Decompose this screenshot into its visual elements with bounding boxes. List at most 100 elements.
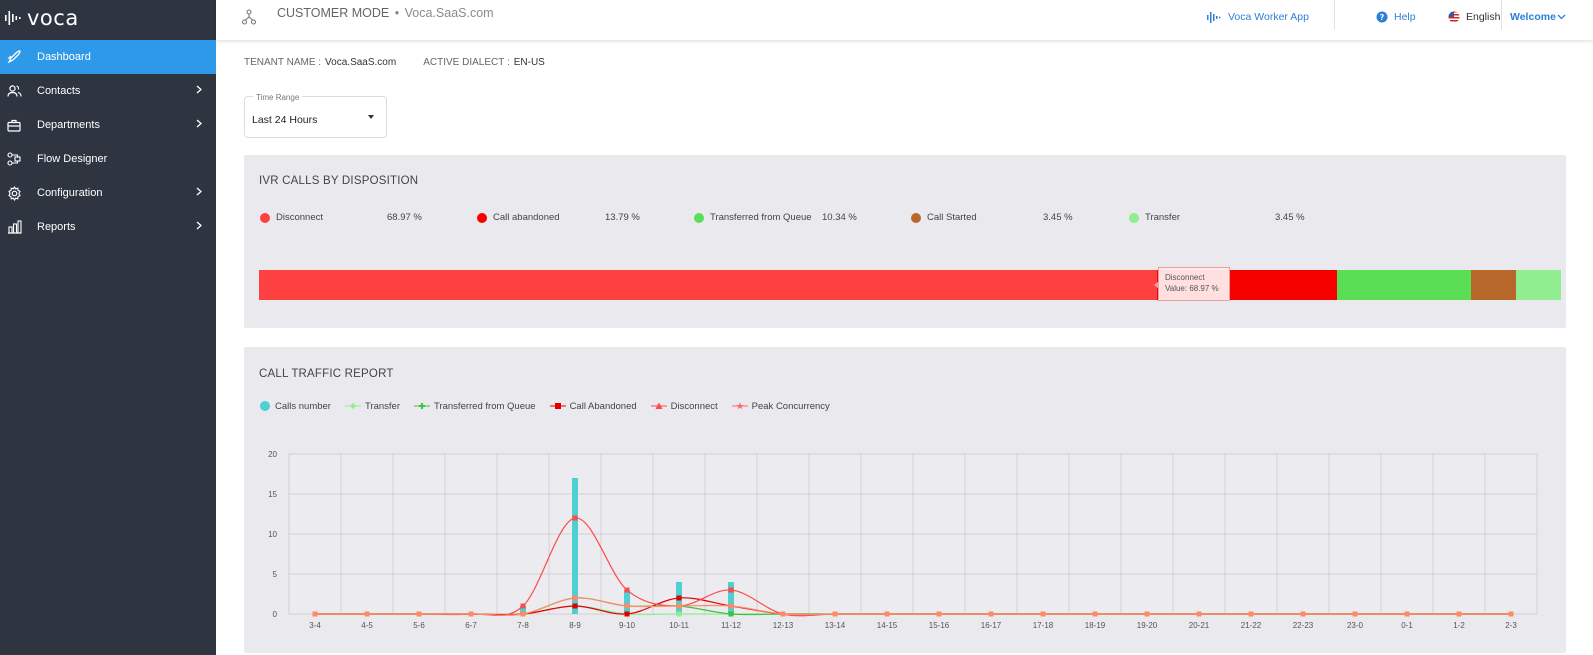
language-selector[interactable]: English <box>1448 0 1500 34</box>
tenant-name-label: TENANT NAME : <box>244 57 322 68</box>
legend-item-calls-number[interactable]: Calls number <box>259 400 331 412</box>
tenant-info: TENANT NAME : Voca.SaaS.com ACTIVE DIALEC… <box>244 57 545 68</box>
x-tick-label: 14-15 <box>877 621 898 630</box>
point-peak-concurrency <box>936 611 942 617</box>
point-peak-concurrency <box>1352 611 1358 617</box>
x-tick-label: 16-17 <box>981 621 1002 630</box>
point-peak-concurrency <box>780 611 786 617</box>
x-tick-label: 6-7 <box>465 621 477 630</box>
sidebar-item-departments[interactable]: Departments <box>0 108 216 142</box>
call-traffic-report-panel: CALL TRAFFIC REPORT Calls number Transfe… <box>244 347 1566 653</box>
point-peak-concurrency <box>1404 611 1410 617</box>
users-icon <box>6 83 22 99</box>
sidebar: voca Dashboard Contacts Departments <box>0 0 216 655</box>
flow-icon <box>6 151 22 167</box>
sidebar-item-reports[interactable]: Reports <box>0 210 216 244</box>
bar-chart-icon <box>6 219 22 235</box>
legend-label: Peak Concurrency <box>751 400 830 412</box>
y-tick-label: 15 <box>268 490 277 499</box>
mode-label: CUSTOMER MODE <box>277 6 390 20</box>
diamond-marker-icon <box>344 403 361 409</box>
sidebar-item-dashboard[interactable]: Dashboard <box>0 40 216 74</box>
point-transferred-from-queue <box>728 611 734 617</box>
circle-marker-icon <box>260 401 270 411</box>
bar-segment-transfer[interactable] <box>1516 270 1561 300</box>
legend-item-transfer[interactable]: Transfer <box>1129 212 1180 223</box>
help-link[interactable]: ? Help <box>1376 0 1416 34</box>
legend-dot <box>477 212 487 223</box>
sidebar-item-label: Configuration <box>37 187 103 199</box>
voca-logo-icon <box>1207 11 1221 23</box>
x-tick-label: 8-9 <box>569 621 581 630</box>
sidebar-nav: Dashboard Contacts Departments Flow Desi… <box>0 40 216 244</box>
point-peak-concurrency <box>1508 611 1514 617</box>
point-disconnect <box>572 515 578 521</box>
ivr-calls-by-disposition-panel: IVR CALLS BY DISPOSITION Disconnect 68.9… <box>244 155 1566 328</box>
point-peak-concurrency <box>312 611 318 617</box>
point-transfer <box>676 611 682 617</box>
bar-segment-disconnect[interactable] <box>259 270 1157 300</box>
legend-dot <box>1129 212 1139 223</box>
sidebar-item-label: Dashboard <box>37 51 91 63</box>
point-peak-concurrency <box>676 603 682 609</box>
point-peak-concurrency <box>832 611 838 617</box>
legend-percent: 3.45 % <box>1275 212 1305 223</box>
time-range-select[interactable]: Time Range Last 24 Hours <box>244 93 387 138</box>
sidebar-item-configuration[interactable]: Configuration <box>0 176 216 210</box>
legend-item-call-started[interactable]: Call Started <box>911 212 977 223</box>
x-tick-label: 11-12 <box>721 621 741 630</box>
time-range-value: Last 24 Hours <box>252 114 318 126</box>
point-peak-concurrency <box>988 611 994 617</box>
bar-calls-number <box>572 478 578 614</box>
sidebar-item-flow-designer[interactable]: Flow Designer <box>0 142 216 176</box>
legend-item-transferred-from-queue[interactable]: Transferred from Queue <box>694 212 812 223</box>
x-tick-label: 23-0 <box>1347 621 1364 630</box>
x-tick-label: 10-11 <box>669 621 689 630</box>
tenant-label: Voca.SaaS.com <box>404 6 494 20</box>
sidebar-item-contacts[interactable]: Contacts <box>0 74 216 108</box>
legend-label: Transfer <box>364 400 400 412</box>
briefcase-icon <box>6 117 22 133</box>
point-peak-concurrency <box>572 595 578 601</box>
legend-item-call-abandoned[interactable]: Call abandoned <box>477 212 560 223</box>
caret-down-icon <box>368 115 374 119</box>
legend-item-peak-concurrency[interactable]: Peak Concurrency <box>731 400 830 412</box>
welcome-user-menu[interactable]: Welcome <box>1510 0 1566 34</box>
voca-logo-icon <box>5 11 21 25</box>
tooltip-title: Disconnect <box>1165 273 1205 282</box>
x-tick-label: 18-19 <box>1085 621 1106 630</box>
bar-segment-transferred-from-queue[interactable] <box>1336 270 1472 300</box>
x-tick-label: 9-10 <box>619 621 636 630</box>
legend-percent: 13.79 % <box>605 212 640 223</box>
y-tick-label: 0 <box>273 610 278 619</box>
bar-calls-number <box>520 606 526 614</box>
legend-item-transfer[interactable]: Transfer <box>344 400 400 412</box>
legend-dot <box>694 212 704 223</box>
header-divider <box>1334 0 1335 30</box>
point-call-abandoned <box>572 603 578 609</box>
sidebar-item-label: Departments <box>37 119 100 131</box>
bar-calls-number <box>624 590 630 614</box>
point-peak-concurrency <box>1144 611 1150 617</box>
rocket-icon <box>6 49 22 65</box>
bar-segment-call-started[interactable] <box>1471 270 1517 300</box>
sidebar-item-label: Contacts <box>37 85 81 97</box>
legend-item-call-abandoned[interactable]: Call Abandoned <box>549 400 637 412</box>
chevron-down-icon <box>1557 14 1566 20</box>
x-tick-label: 17-18 <box>1033 621 1054 630</box>
x-tick-label: 7-8 <box>517 621 529 630</box>
tooltip-arrow <box>1154 281 1159 289</box>
y-tick-label: 5 <box>273 570 278 579</box>
legend-label: Call Abandoned <box>569 400 637 412</box>
point-peak-concurrency <box>416 611 422 617</box>
x-tick-label: 0-1 <box>1401 621 1413 630</box>
legend-item-transferred-from-queue[interactable]: Transferred from Queue <box>414 401 536 412</box>
point-peak-concurrency <box>468 611 474 617</box>
voca-worker-app-link[interactable]: Voca Worker App <box>1206 0 1309 34</box>
point-call-abandoned <box>624 611 630 617</box>
voca-logo[interactable]: voca <box>4 5 79 31</box>
legend-item-disconnect[interactable]: Disconnect <box>260 212 323 223</box>
welcome-label: Welcome <box>1510 11 1556 23</box>
x-tick-label: 13-14 <box>825 621 846 630</box>
legend-item-disconnect[interactable]: Disconnect <box>650 401 718 412</box>
